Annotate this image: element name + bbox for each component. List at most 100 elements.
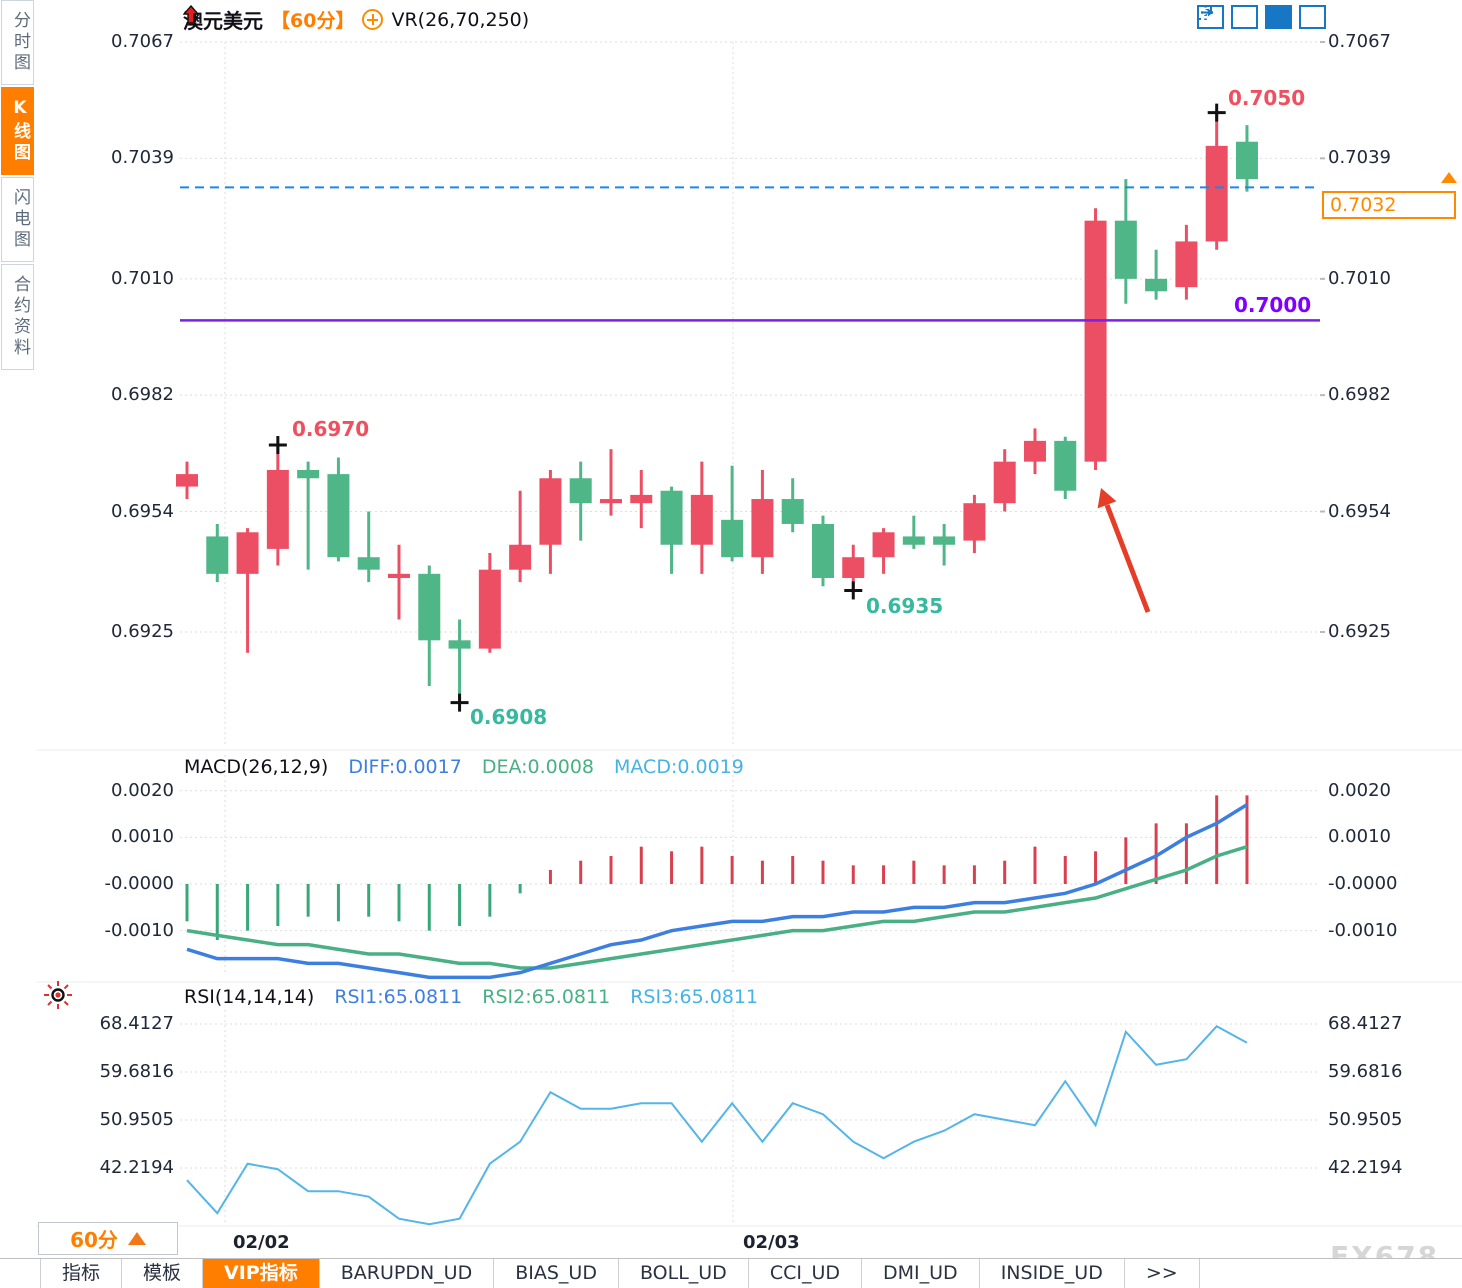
candle-body	[993, 461, 1016, 504]
candle-body	[387, 573, 410, 578]
candle-body	[357, 557, 380, 570]
candle-body	[478, 569, 501, 649]
rsi-axis-label-right: 59.6816	[1328, 1061, 1403, 1082]
macd-title: MACD(26,12,9)	[184, 756, 329, 778]
add-indicator-icon[interactable]	[362, 9, 384, 30]
rsi-axis-label-right: 68.4127	[1328, 1013, 1403, 1034]
xaxis-label-0203: 02/03	[743, 1232, 800, 1253]
support-level-label: 0.7000	[1234, 293, 1312, 317]
period-up-triangle-icon	[127, 1232, 146, 1245]
swing-low-label-1: 0.6908	[470, 705, 548, 729]
price-axis-label-right: 0.6925	[1328, 621, 1391, 642]
candle-body	[1205, 145, 1228, 242]
candle-body	[751, 499, 774, 558]
rsi-axis-label-right: 50.9505	[1328, 1109, 1403, 1130]
indicator-tab-8[interactable]: INSIDE_UD	[980, 1259, 1125, 1288]
rsi-header: RSI(14,14,14) RSI1:65.0811 RSI2:65.0811 …	[184, 986, 758, 1008]
candle-body	[963, 503, 986, 541]
sidebar-tab-tick-chart[interactable]: 分时图	[1, 0, 34, 85]
rsi-title: RSI(14,14,14)	[184, 986, 315, 1008]
price-axis-label-left: 0.6925	[111, 621, 174, 642]
price-axis-label-right: 0.7010	[1328, 267, 1391, 289]
candle-body	[176, 474, 198, 487]
tabbar-more-button[interactable]: >>	[1125, 1259, 1200, 1288]
xaxis-label-0202: 02/02	[233, 1232, 290, 1253]
auto-scale-icon[interactable]	[1199, 5, 1292, 29]
price-axis-label-right: 0.7039	[1328, 147, 1391, 169]
swing-high-label-1: 0.6970	[292, 417, 370, 441]
macd-axis-label-right: 0.0020	[1328, 779, 1391, 801]
axis-scale-icon[interactable]	[1199, 5, 1258, 29]
annotation-arrow-head	[1097, 488, 1117, 509]
price-up-triangle-icon	[1441, 172, 1457, 183]
candle-body	[1145, 278, 1168, 292]
sidebar-tab-contract-info[interactable]: 合约资料	[1, 264, 34, 370]
candle-body	[933, 536, 956, 545]
current-price-box[interactable]: 0.7032	[1322, 191, 1456, 219]
current-price-value: 0.7032	[1330, 194, 1397, 216]
candle-body	[660, 490, 683, 545]
rsi-axis-label-left: 68.4127	[99, 1013, 174, 1034]
macd-diff-value: DIFF:0.0017	[348, 756, 462, 778]
chart-toolbar	[1197, 5, 1326, 29]
rsi-axis-label-left: 59.6816	[99, 1061, 174, 1082]
candle-body	[872, 532, 895, 558]
indicator-tab-3[interactable]: BARUPDN_UD	[320, 1259, 495, 1288]
candle-body	[1084, 220, 1107, 462]
candle-body	[690, 494, 713, 545]
candle-body	[569, 478, 592, 504]
price-axis-label-left: 0.7010	[111, 267, 174, 289]
swing-low-label-2: 0.6935	[866, 594, 944, 618]
macd-diff-line	[186, 803, 1248, 980]
indicator-sun-icon[interactable]	[44, 981, 72, 1009]
candle-body	[1235, 141, 1258, 180]
candle-body	[599, 499, 622, 504]
vr-indicator-label: VR(26,70,250)	[391, 8, 530, 31]
indicator-tab-0[interactable]: 指标	[40, 1259, 123, 1288]
macd-axis-label-left: 0.0010	[111, 826, 174, 848]
swing-high-label-2: 0.7050	[1228, 86, 1306, 110]
candle-body	[509, 544, 532, 570]
annotation-arrow	[1104, 504, 1151, 613]
macd-axis-label-left: 0.0020	[111, 779, 174, 801]
candle-body	[630, 494, 653, 504]
rsi-axis-label-right: 42.2194	[1328, 1157, 1403, 1178]
candle-body	[842, 557, 865, 578]
macd-macd-value: MACD:0.0019	[614, 756, 744, 778]
macd-axis-label-right: 0.0010	[1328, 826, 1391, 848]
indicator-tab-6[interactable]: CCI_UD	[749, 1259, 863, 1288]
macd-axis-label-left: -0.0000	[104, 873, 174, 894]
candle-body	[448, 640, 471, 649]
price-axis-label-left: 0.7039	[111, 147, 174, 169]
indicator-tab-4[interactable]: BIAS_UD	[494, 1259, 619, 1288]
candle-body	[539, 478, 562, 545]
candle-body	[266, 469, 289, 549]
candle-body	[1023, 440, 1046, 462]
indicator-tab-2[interactable]: VIP指标	[203, 1259, 320, 1288]
rsi-line	[186, 1025, 1248, 1226]
price-axis-label-left: 0.7067	[111, 31, 174, 52]
price-axis-label-left: 0.6954	[111, 500, 174, 522]
macd-header: MACD(26,12,9) DIFF:0.0017 DEA:0.0008 MAC…	[184, 756, 744, 778]
macd-axis-label-right: -0.0000	[1328, 873, 1398, 894]
period-badge[interactable]: 【60分】	[271, 10, 355, 32]
candle-body	[721, 519, 744, 558]
pan-right-icon[interactable]	[1197, 5, 1326, 29]
sidebar-tab-kline-chart[interactable]: K线图	[1, 87, 34, 175]
left-sidebar: 分时图 K线图 闪电图 合约资料	[0, 0, 36, 1288]
period-label: 60分	[70, 1228, 118, 1252]
indicator-tab-7[interactable]: DMI_UD	[862, 1259, 980, 1288]
candle-body	[902, 536, 925, 545]
candle-body	[236, 532, 259, 574]
indicator-tab-1[interactable]: 模板	[122, 1259, 204, 1288]
period-selector[interactable]: 60分	[38, 1222, 178, 1255]
price-axis-label-left: 0.6982	[111, 384, 174, 406]
price-axis-label-right: 0.6982	[1328, 384, 1391, 406]
indicator-tab-5[interactable]: BOLL_UD	[619, 1259, 749, 1288]
rsi3-value: RSI3:65.0811	[630, 986, 759, 1008]
rsi-axis-label-left: 42.2194	[99, 1157, 174, 1178]
candle-body	[297, 469, 320, 479]
sidebar-tab-flash-chart[interactable]: 闪电图	[1, 177, 34, 262]
